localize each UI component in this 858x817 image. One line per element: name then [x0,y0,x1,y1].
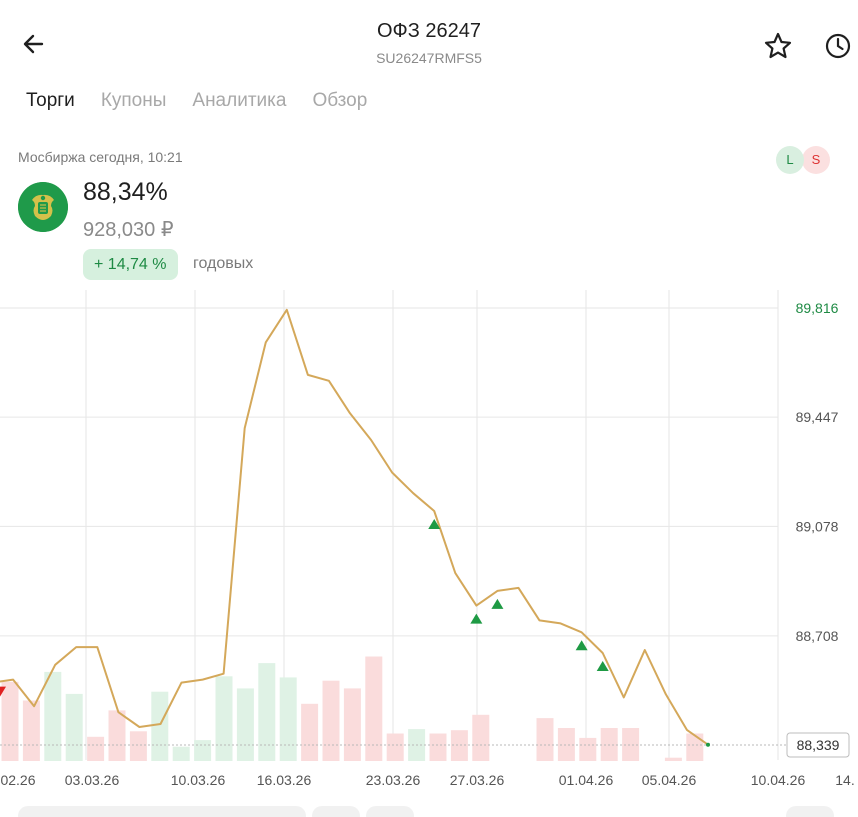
volume-bar [450,730,468,761]
volume-bar [279,677,297,761]
y-tick-label: 89,078 [796,518,839,534]
x-tick-label: 03.03.26 [65,772,120,788]
long-badge[interactable]: L [776,146,804,174]
volume-bar [343,688,361,761]
x-tick-label: 01.04.26 [559,772,614,788]
last-price-dot [706,742,710,747]
star-icon [764,32,792,59]
volume-bar [386,733,404,761]
volume-bar [557,728,575,761]
volume-bar [129,731,147,761]
short-badge[interactable]: S [802,146,830,174]
tab-overview[interactable]: Обзор [312,90,368,111]
exchange-status: Мосбиржа сегодня, 10:21 [18,149,183,165]
volume-bar [44,671,62,761]
volume-bar [22,700,40,761]
volume-bar [686,733,704,761]
price-percent: 88,34% [83,178,168,206]
indicator-button[interactable] [366,806,414,817]
tab-coupons[interactable]: Купоны [100,90,167,111]
buy-marker [596,660,609,671]
x-tick-label: 27.03.26 [450,772,505,788]
chart-type-button[interactable] [312,806,360,817]
volume-bar [579,737,597,761]
volume-bar [108,710,126,761]
fullscreen-button[interactable] [786,806,834,817]
section-tabs: Торги Купоны Аналитика Обзор [26,90,367,118]
favorite-button[interactable] [762,30,794,62]
arrow-left-icon [23,34,44,54]
yield-label: годовых [193,255,254,272]
x-tick-label: 05.04.26 [642,772,697,788]
volume-bar [472,714,490,761]
volume-bar [236,688,254,761]
current-price-box [786,732,850,758]
buy-marker [491,598,504,609]
volume-bar [664,757,682,761]
clock-icon [825,33,851,59]
y-tick-label: 89,816 [796,300,839,316]
y-tick-label: 89,447 [796,409,839,425]
tab-analytics[interactable]: Аналитика [192,90,287,111]
x-tick-label: 14. [835,772,854,788]
period-selector[interactable] [18,806,306,817]
position-badges: L S [776,146,830,174]
volume-bar [215,676,233,761]
ticker-code: SU26247RMFS5 [376,50,482,66]
tab-trading[interactable]: Торги [26,90,75,111]
top-bar: ОФЗ 26247 SU26247RMFS5 [0,0,858,80]
volume-bar [429,733,447,761]
buy-marker [428,518,441,529]
volume-bar [87,736,105,761]
volume-bar [622,728,640,761]
price-line [0,308,709,746]
x-tick-label: 16.03.26 [257,772,312,788]
volume-bar [194,740,212,761]
volume-bar [536,718,554,761]
buy-marker [470,613,483,624]
volume-bar [1,681,19,761]
page-title: ОФЗ 26247 [376,20,481,42]
x-tick-label: 23.03.26 [366,772,421,788]
issuer-logo [18,182,68,232]
sell-marker [0,686,6,697]
volume-bar [172,746,190,761]
volume-bar [151,691,169,761]
price-chart[interactable]: 89,816 89,447 89,078 88,708 88,339 02.26 03.03… [0,290,858,800]
volume-bar [301,703,319,761]
volume-bar [65,693,83,761]
price-rub: 928,030 ₽ [83,219,174,241]
buy-marker [575,640,588,651]
x-tick-label: 10.03.26 [171,772,226,788]
y-tick-label: 88,708 [796,628,839,644]
back-button[interactable] [18,28,50,60]
x-tick-label: 10.04.26 [751,772,806,788]
volume-bar [322,680,340,761]
current-price-label: 88,339 [797,737,840,753]
history-button[interactable] [822,30,854,62]
yield-badge: + 14,74 % [83,249,178,280]
x-tick-label: 02.26 [0,772,35,788]
emblem-icon [18,182,68,232]
volume-bar [365,656,383,761]
volume-bar [258,663,276,761]
